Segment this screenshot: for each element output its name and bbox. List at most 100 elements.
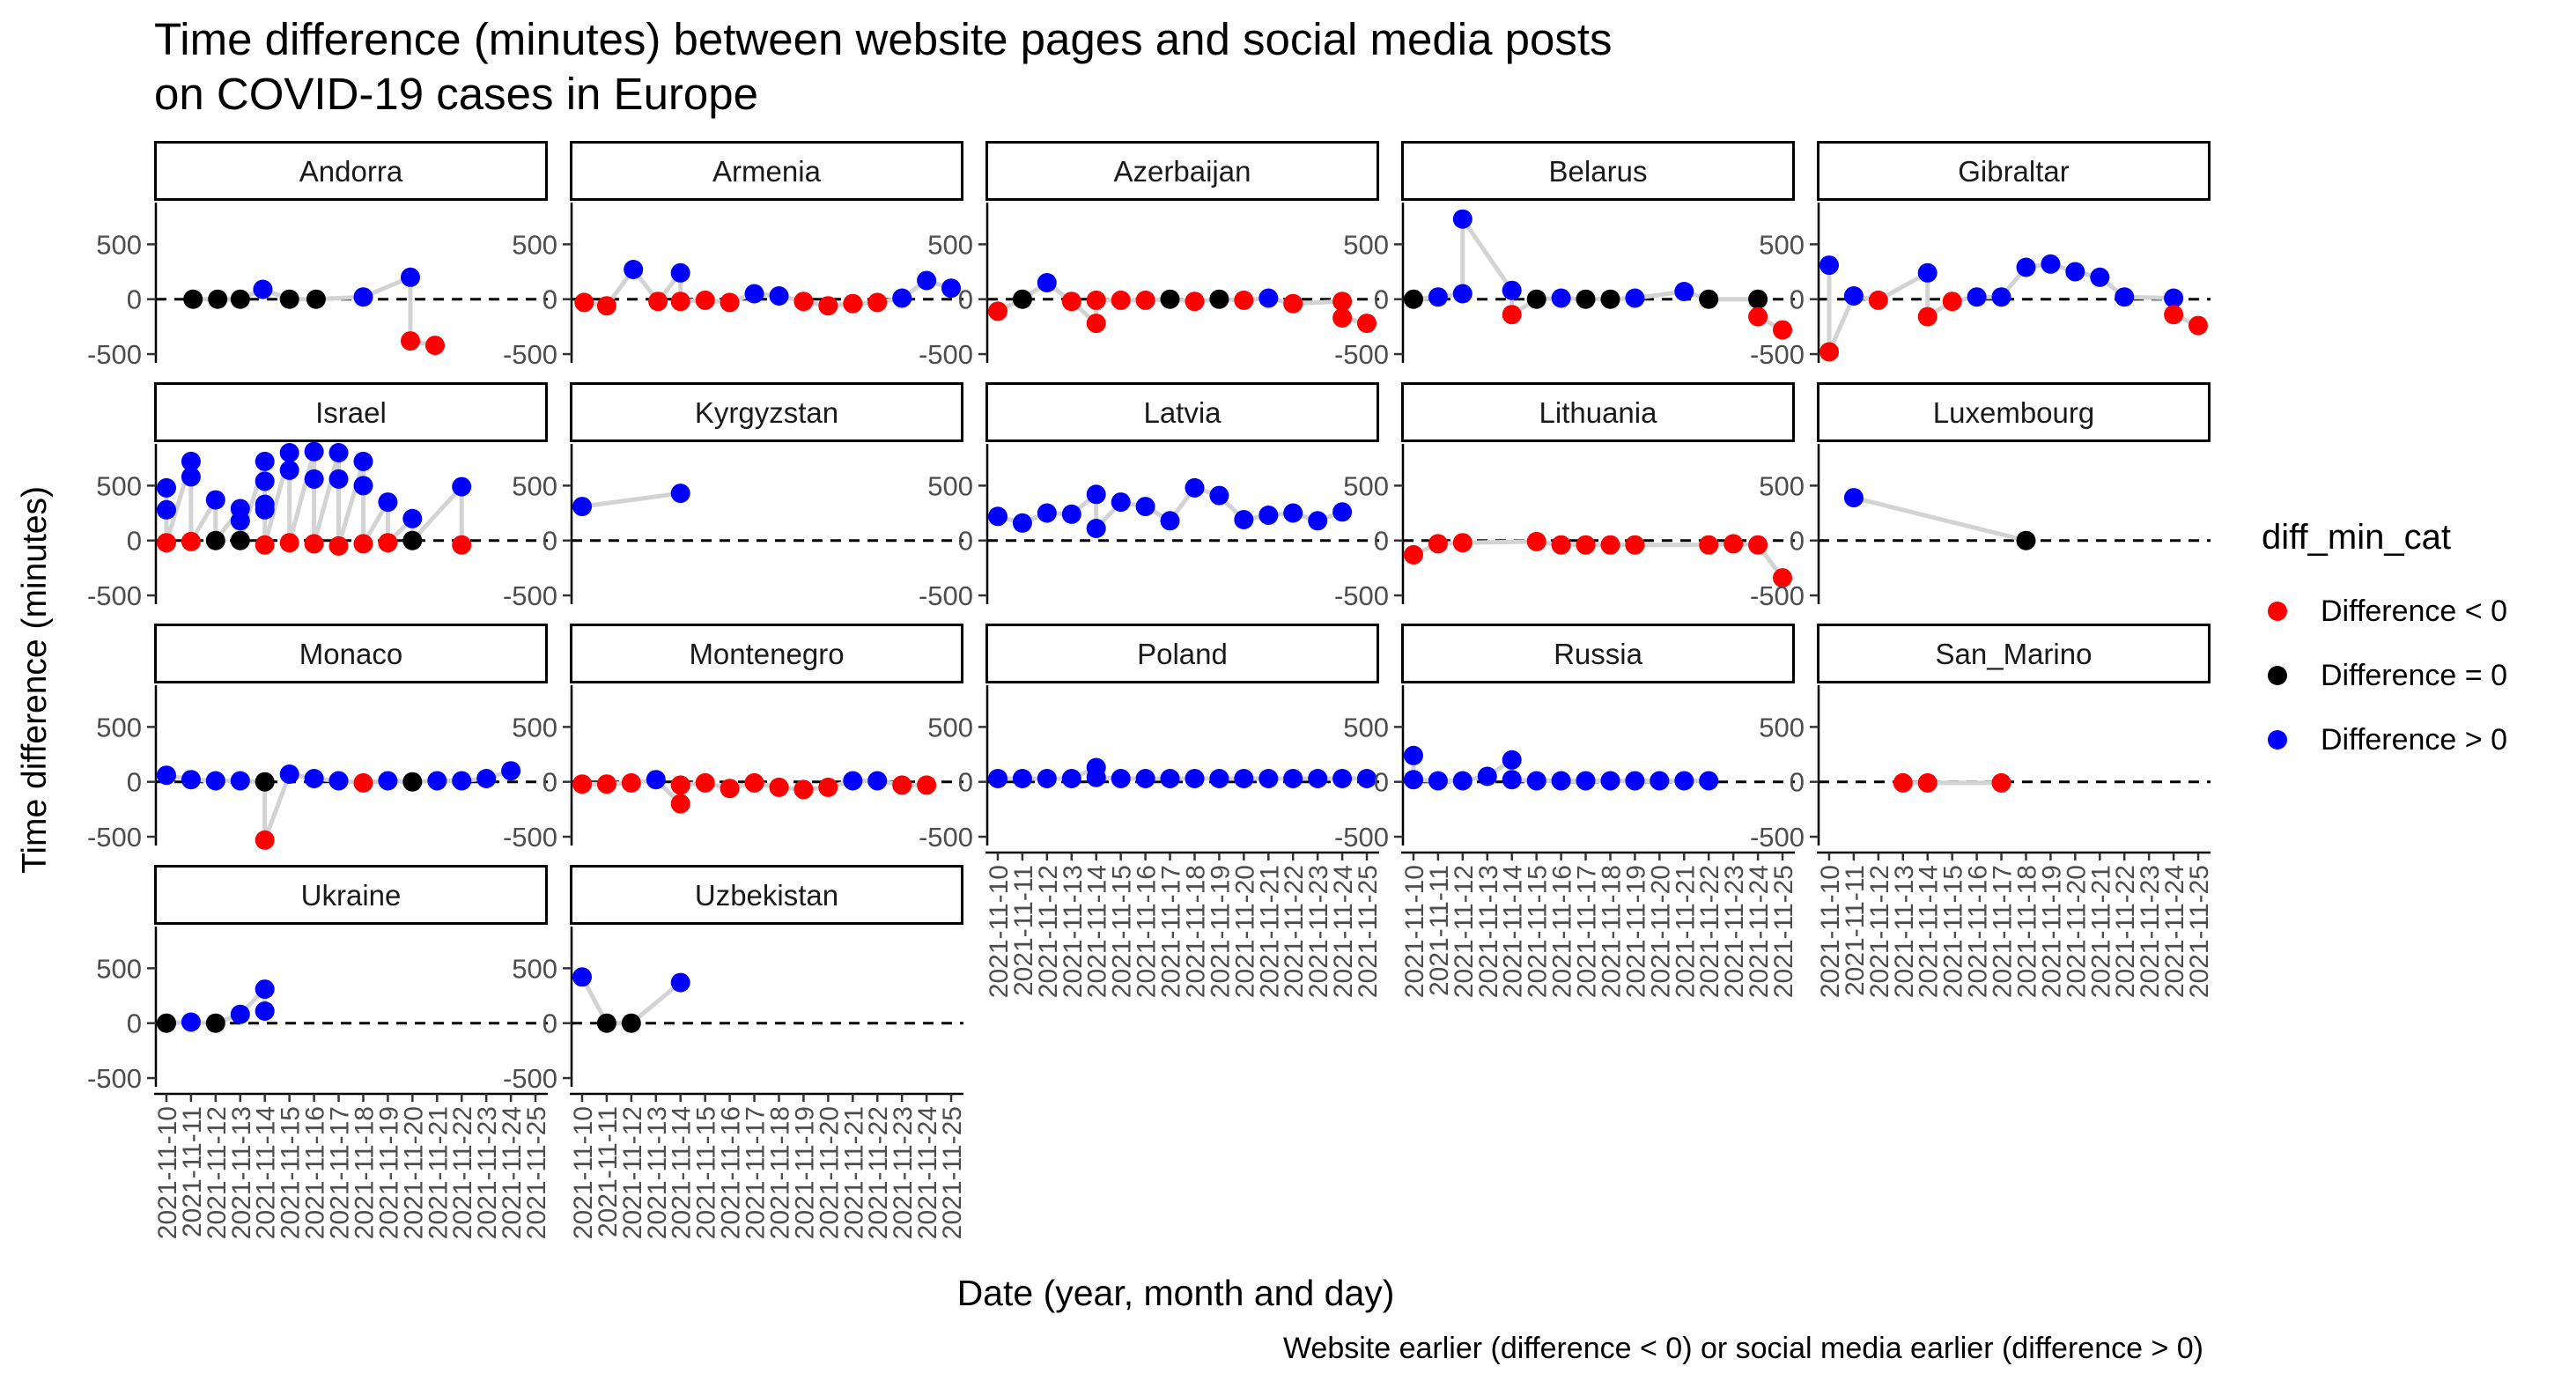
x-tick-label: 2021-11-19 — [1621, 865, 1650, 998]
data-point — [402, 772, 423, 792]
data-point — [843, 293, 863, 314]
data-point — [1600, 289, 1620, 309]
data-point — [255, 499, 275, 520]
y-tick-label: -500 — [919, 822, 973, 853]
data-point — [1086, 290, 1106, 310]
data-point — [818, 296, 838, 316]
data-point — [353, 772, 373, 793]
x-tick-label: 2021-11-15 — [1108, 865, 1137, 998]
data-point — [1551, 288, 1571, 308]
data-point — [1061, 769, 1081, 788]
data-point — [1576, 289, 1596, 309]
data-point — [1625, 288, 1645, 308]
data-point — [205, 771, 225, 791]
chart-title: Time difference (minutes) between websit… — [154, 14, 1613, 119]
data-point — [892, 775, 912, 795]
data-point — [892, 288, 912, 308]
data-point — [279, 764, 299, 784]
x-tick-label: 2021-11-16 — [1548, 865, 1577, 998]
series-line — [997, 485, 1343, 531]
facet-strip — [985, 382, 1379, 442]
y-tick-label: -500 — [1334, 822, 1389, 853]
x-tick-label: 2021-11-12 — [1450, 865, 1479, 998]
data-point — [230, 289, 250, 309]
data-point — [1452, 771, 1473, 791]
x-tick-label: 2021-11-14 — [1499, 865, 1528, 998]
facet-panel-andorra: Andorra 500 0 -500 — [87, 141, 548, 370]
facet-panel-san-marino: San_Marino5000-5002021-11-102021-11-1120… — [1750, 624, 2214, 998]
y-tick-label: 0 — [1374, 526, 1389, 557]
facet-panel-ukraine: Ukraine5000-5002021-11-102021-11-112021-… — [87, 865, 551, 1239]
facet-strip-label: Luxembourg — [1933, 396, 2094, 429]
data-point — [1674, 771, 1694, 791]
facet-strip-label: Israel — [315, 396, 387, 429]
data-point — [1332, 502, 1353, 522]
data-point — [1699, 771, 1719, 791]
x-tick-label: 2021-11-10 — [569, 1106, 598, 1239]
data-point — [1258, 506, 1279, 525]
x-tick-label: 2021-11-10 — [1400, 865, 1429, 998]
x-tick-label: 2021-11-16 — [1964, 865, 1993, 998]
facet-strip-label: Gibraltar — [1958, 155, 2070, 188]
data-point — [843, 771, 863, 791]
legend-item-negative: Difference < 0 — [2268, 594, 2507, 629]
data-point — [988, 769, 1008, 788]
x-tick-label: 2021-11-25 — [1354, 865, 1383, 998]
series-line — [1827, 262, 2200, 354]
x-tick-label: 2021-11-11 — [594, 1106, 623, 1237]
y-tick-label: 0 — [543, 1008, 557, 1039]
x-tick-label: 2021-11-19 — [2037, 865, 2066, 998]
facet-panel-luxembourg: Luxembourg 500 0 -500 — [1750, 382, 2211, 611]
data-point — [1160, 769, 1180, 788]
data-point — [230, 1004, 250, 1024]
x-tick-label: 2021-11-24 — [1329, 865, 1358, 998]
data-point — [1748, 535, 1768, 555]
x-tick-label: 2021-11-19 — [374, 1106, 403, 1239]
x-tick-label: 2021-11-24 — [913, 1106, 942, 1239]
data-point — [452, 535, 472, 555]
x-tick-label: 2021-11-22 — [1695, 865, 1724, 998]
x-tick-label: 2021-11-22 — [448, 1106, 477, 1239]
facet-panel-armenia: Armenia 500 0 -500 — [503, 141, 963, 370]
x-tick-label: 2021-11-11 — [178, 1106, 207, 1237]
data-point — [1185, 292, 1205, 312]
x-tick-label: 2021-11-22 — [2111, 865, 2140, 998]
y-tick-label: 500 — [1343, 470, 1389, 501]
x-tick-label: 2021-11-23 — [1304, 865, 1333, 998]
data-point — [1526, 289, 1546, 309]
y-tick-label: 0 — [543, 767, 557, 798]
series-line — [1413, 217, 1784, 332]
y-tick-label: -500 — [87, 822, 142, 853]
data-point — [670, 972, 690, 993]
facet-strip — [570, 865, 963, 925]
y-tick-label: 500 — [96, 229, 142, 260]
data-point — [1625, 535, 1645, 555]
data-point — [1452, 284, 1473, 304]
data-point — [1699, 535, 1719, 555]
x-tick-label: 2021-11-18 — [351, 1106, 380, 1239]
y-tick-label: 0 — [543, 284, 557, 315]
x-tick-label: 2021-11-10 — [153, 1106, 182, 1239]
x-tick-label: 2021-11-23 — [2136, 865, 2165, 998]
x-tick-label: 2021-11-20 — [815, 1106, 844, 1239]
data-point — [1234, 510, 1254, 529]
facet-strip — [154, 624, 548, 683]
x-tick-label: 2021-11-18 — [1598, 865, 1627, 998]
data-point — [255, 1001, 275, 1021]
facet-strip — [570, 141, 963, 201]
legend-item-zero: Difference = 0 — [2268, 658, 2507, 693]
data-point — [279, 443, 299, 462]
data-point — [1012, 289, 1032, 309]
data-point — [1452, 209, 1473, 229]
data-point — [1111, 290, 1131, 310]
x-tick-label: 2021-11-12 — [203, 1106, 232, 1239]
data-point — [157, 765, 176, 786]
x-tick-label: 2021-11-23 — [889, 1106, 918, 1239]
legend-item-positive: Difference > 0 — [2268, 722, 2507, 757]
series-line — [579, 976, 683, 1026]
x-tick-label: 2021-11-13 — [227, 1106, 256, 1239]
data-point — [328, 771, 349, 791]
data-point — [670, 775, 690, 795]
data-point — [2115, 287, 2135, 307]
